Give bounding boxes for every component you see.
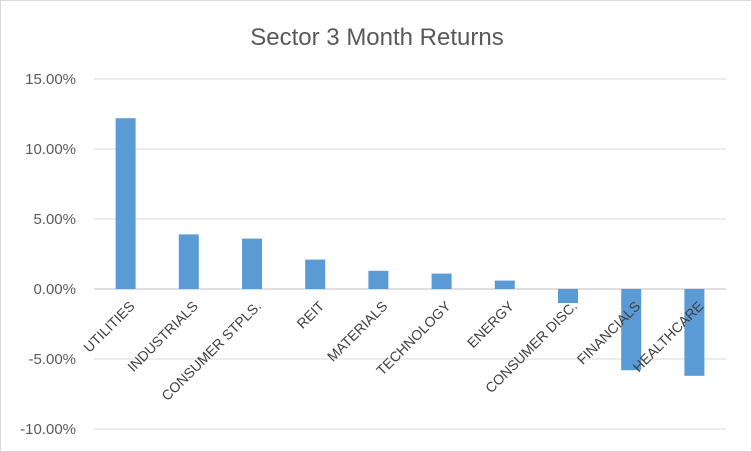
bar-consumer-disc: [558, 289, 578, 303]
bar-industrials: [178, 234, 199, 289]
y-tick-label: -10.00%: [20, 421, 76, 438]
bar-technology: [431, 273, 452, 289]
y-tick-label: 10.00%: [25, 141, 76, 158]
category-label: ENERGY: [464, 297, 518, 351]
bar-energy: [494, 280, 515, 289]
bar-healthcare: [684, 289, 705, 376]
y-axis-tick-labels: 15.00% 10.00% 5.00% 0.00% -5.00% -10.00%: [20, 71, 76, 438]
bars: [115, 118, 705, 376]
category-label: UTILITIES: [80, 298, 138, 356]
bar-utilities: [115, 118, 136, 289]
category-label: MATERIALS: [324, 298, 391, 365]
chart-title: Sector 3 Month Returns: [250, 24, 503, 51]
y-tick-label: 15.00%: [25, 71, 76, 88]
y-tick-label: -5.00%: [28, 351, 76, 368]
category-label: REIT: [293, 297, 327, 331]
bar-financials: [621, 289, 642, 371]
y-tick-label: 0.00%: [33, 281, 76, 298]
bar-materials: [368, 270, 389, 289]
bar-consumer-stpls: [242, 238, 262, 289]
bar-reit: [305, 259, 326, 289]
y-tick-label: 5.00%: [33, 211, 76, 228]
gridlines: [94, 78, 726, 430]
